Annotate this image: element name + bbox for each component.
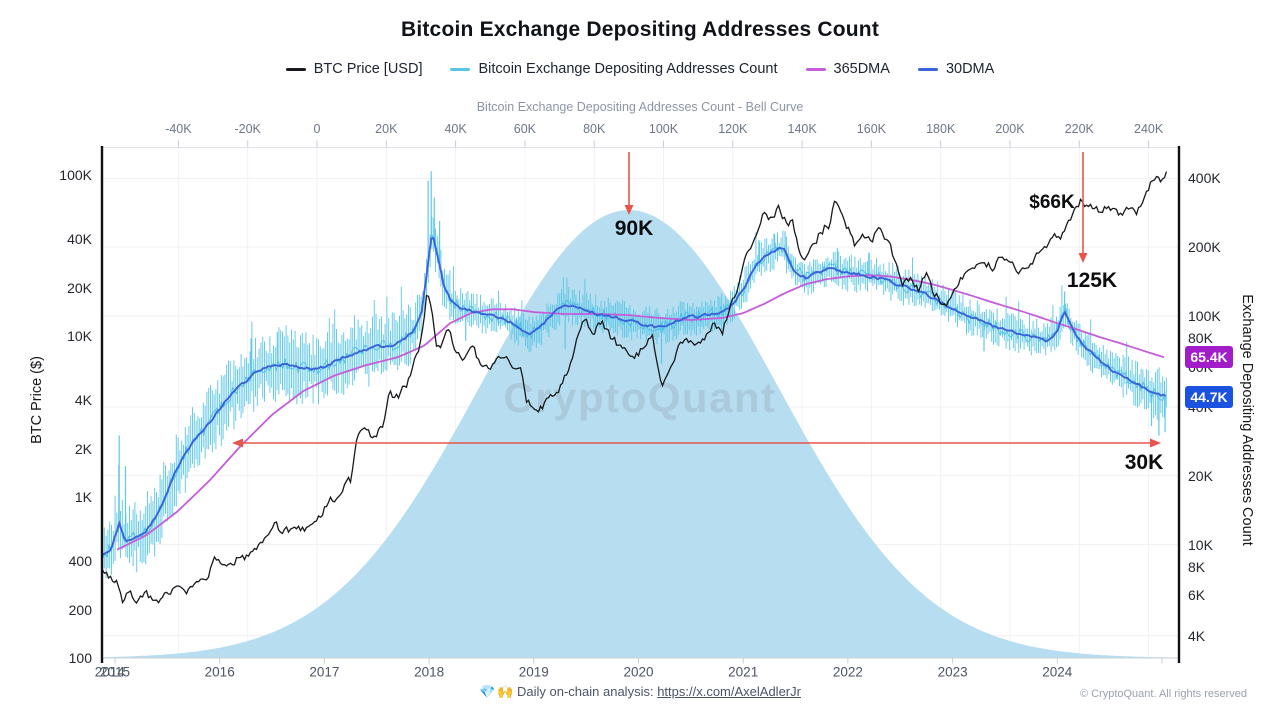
footer-text: Daily on-chain analysis:: [513, 684, 658, 699]
legend-label-30dma: 30DMA: [945, 61, 995, 77]
legend-item-30dma[interactable]: 30DMA: [917, 61, 995, 77]
top-axis-title: Bitcoin Exchange Depositing Addresses Co…: [476, 100, 804, 114]
chart-title: Bitcoin Exchange Depositing Addresses Co…: [400, 18, 880, 41]
copyright-notice: © CryptoQuant. All rights reserved: [1079, 688, 1247, 700]
legend: BTC Price [USD] Bitcoin Exchange Deposit…: [0, 61, 1280, 77]
legend-swatch-365dma: [805, 67, 826, 71]
annotation-bell-peak: 90K: [614, 217, 654, 240]
badge-30dma-value: 44.7K: [1185, 386, 1233, 408]
legend-label-btc-price: BTC Price [USD]: [313, 61, 423, 77]
btc-price-series: [101, 171, 1168, 605]
dma365-series: [116, 274, 1165, 551]
annotation-deposit-level: 125K: [1066, 269, 1118, 292]
legend-label-deposit-count: Bitcoin Exchange Depositing Addresses Co…: [478, 61, 778, 77]
legend-item-btc-price[interactable]: BTC Price [USD]: [285, 61, 423, 77]
legend-swatch-deposit-count: [450, 67, 471, 71]
footer-link[interactable]: https://x.com/AxelAdlerJr: [657, 684, 801, 699]
right-axis-title: Exchange Depositing Addresses Count: [1239, 294, 1255, 546]
footer: 💎 🙌 Daily on-chain analysis: https://x.co…: [0, 684, 1280, 700]
left-axis-title: BTC Price ($): [29, 356, 45, 444]
annotation-btc-price: $66K: [1029, 192, 1075, 213]
badge-365dma-value: 65.4K: [1185, 346, 1233, 368]
legend-label-365dma: 365DMA: [833, 61, 890, 77]
annotation-deposit-low: 30K: [1124, 451, 1164, 474]
legend-swatch-btc-price: [285, 67, 306, 71]
dma30-series: [102, 237, 1167, 556]
raised-hands-icon: 🙌: [497, 684, 514, 699]
bell-curve-area: [102, 210, 1179, 658]
watermark: CryptoQuant: [503, 374, 776, 421]
legend-item-deposit-count[interactable]: Bitcoin Exchange Depositing Addresses Co…: [450, 61, 778, 77]
deposit-count-spikes: [118, 171, 1166, 540]
legend-swatch-30dma: [917, 67, 938, 71]
legend-item-365dma[interactable]: 365DMA: [805, 61, 890, 77]
gem-icon: 💎: [479, 684, 496, 699]
